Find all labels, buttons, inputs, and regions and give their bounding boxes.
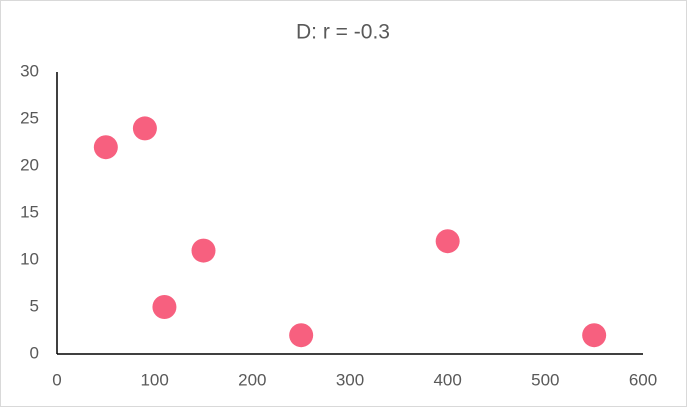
y-tick-label: 15 (20, 202, 39, 221)
x-tick-label: 100 (140, 370, 168, 389)
y-tick-label: 0 (30, 343, 39, 362)
x-tick-label: 0 (52, 370, 61, 389)
x-tick-label: 300 (336, 370, 364, 389)
chart-title: D: r = -0.3 (296, 21, 390, 44)
point (582, 323, 607, 348)
point (191, 238, 216, 263)
y-tick-label: 30 (20, 61, 39, 80)
point (93, 135, 118, 160)
y-tick-label: 10 (20, 249, 39, 268)
y-tick-label: 20 (20, 155, 39, 174)
y-tick-label: 25 (20, 108, 39, 127)
point (132, 116, 157, 141)
point (435, 229, 460, 254)
x-tick-label: 500 (531, 370, 559, 389)
y-tick-label: 5 (30, 296, 39, 315)
x-tick-label: 600 (629, 370, 657, 389)
x-tick-label: 200 (238, 370, 266, 389)
x-tick-label: 400 (433, 370, 461, 389)
point (152, 295, 177, 319)
point (289, 323, 314, 348)
